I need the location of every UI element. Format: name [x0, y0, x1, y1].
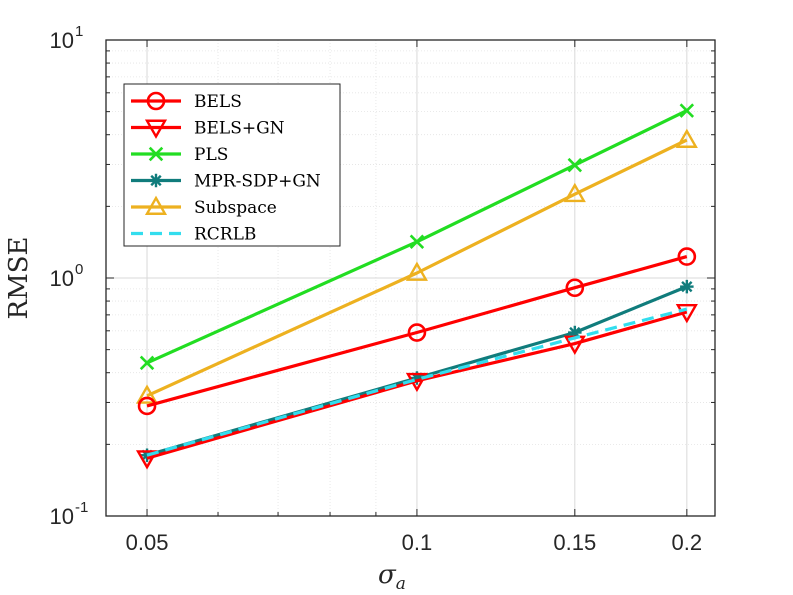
legend-label: Subspace: [194, 198, 277, 218]
y-tick-base: 10: [50, 504, 74, 529]
marker-circle: [407, 323, 427, 342]
series-line: [146, 109, 688, 365]
marker-triangle-up: [144, 195, 168, 215]
legend-item: Subspace: [131, 195, 277, 218]
y-tick-label: 10: [50, 28, 74, 53]
series-subspace: [135, 128, 698, 404]
legend-label: BELS: [194, 92, 242, 112]
minor-grid: [106, 40, 715, 516]
marker-triangle-down: [135, 450, 159, 470]
marker-asterisk-stroke: [150, 174, 162, 187]
legend-label: MPR-SDP+GN: [194, 172, 321, 192]
marker-triangle-up: [405, 261, 429, 281]
x-tick-label: 0.05: [126, 530, 169, 555]
legend: BELS BELS+GN PLS MPR-SDP+GN Subspace RCRLB: [123, 83, 341, 247]
marker-x: [679, 103, 695, 118]
legend-item: MPR-SDP+GN: [131, 172, 321, 192]
x-tick-label: 0.15: [553, 530, 596, 555]
series-pls: [139, 103, 695, 371]
marker-x: [567, 157, 583, 173]
y-tick-exponent: 0: [75, 261, 83, 278]
marker-x-stroke: [139, 355, 155, 371]
series-line: [146, 255, 688, 408]
axis-ticks: [106, 39, 715, 517]
legend-item: BELS: [131, 91, 242, 112]
y-axis-label: RMSE: [4, 237, 34, 320]
series-line: [146, 310, 688, 460]
marker-x: [139, 355, 155, 371]
x-tick-label: 0.1: [402, 530, 433, 555]
marker-asterisk: [680, 279, 694, 294]
series-bels: [137, 247, 697, 416]
marker-triangle-down: [144, 119, 168, 139]
legend-label: BELS+GN: [194, 119, 285, 139]
series-line: [146, 138, 688, 398]
x-axis-label-base: σ: [378, 560, 397, 590]
marker-triangle-up: [135, 384, 159, 404]
x-axis-label: σa: [378, 560, 406, 594]
y-tick-base: 10: [50, 28, 74, 53]
marker-x-stroke: [409, 234, 425, 249]
series-line: [146, 307, 688, 457]
x-axis-label-sub: a: [396, 574, 406, 594]
y-tick-exponent: 1: [75, 23, 83, 40]
marker-circle: [565, 278, 585, 298]
marker-asterisk-stroke: [681, 280, 693, 293]
y-tick-exponent: -1: [75, 499, 88, 516]
marker-x-stroke: [567, 157, 583, 173]
legend-item: RCRLB: [131, 225, 256, 245]
marker-x-stroke: [679, 103, 695, 118]
series-rcrlb: [146, 307, 688, 457]
marker-triangle-down: [675, 304, 698, 324]
marker-triangle-up: [675, 128, 698, 148]
marker-circle: [677, 247, 697, 266]
marker-circle: [146, 91, 166, 111]
marker-triangle-up: [563, 182, 586, 203]
marker-x: [148, 146, 164, 162]
y-tick-base: 10: [50, 266, 74, 291]
y-tick-label: 10: [50, 504, 74, 529]
legend-item: PLS: [131, 145, 228, 165]
marker-circle: [137, 396, 157, 416]
legend-item: BELS+GN: [131, 119, 285, 139]
y-tick-label: 10: [50, 266, 74, 291]
legend-label: RCRLB: [194, 225, 256, 245]
marker-asterisk: [149, 173, 163, 188]
marker-x: [409, 234, 425, 249]
marker-x-stroke: [148, 146, 164, 162]
x-tick-label: 0.2: [672, 530, 703, 555]
x-tick-labels: 0.05 0.1 0.15 0.2: [126, 530, 703, 555]
legend-box: [123, 83, 341, 247]
series-layer: [135, 103, 698, 470]
legend-label: PLS: [194, 145, 228, 165]
